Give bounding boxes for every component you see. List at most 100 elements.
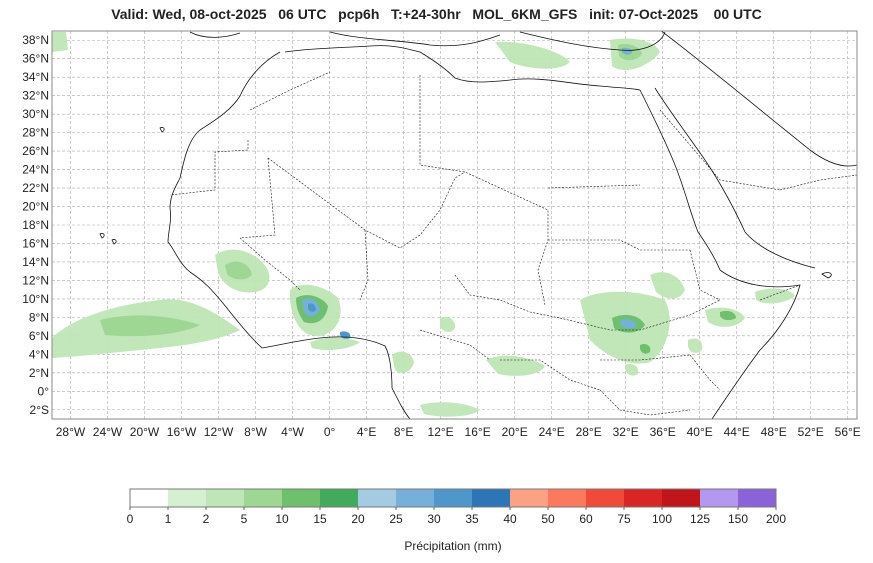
colorbar [129, 488, 777, 508]
lon-tick-label: 24°W [93, 425, 123, 439]
map-frame [51, 30, 858, 420]
lon-tick-label: 4°W [281, 425, 304, 439]
lon-tick-label: 52°E [798, 425, 824, 439]
lat-tick-label: 28°N [22, 126, 49, 140]
grid-lines [52, 31, 857, 419]
colorbar-tick-label: 20 [351, 512, 365, 526]
lat-tick-label: 12°N [22, 273, 49, 287]
lat-tick-label: 2°S [30, 403, 49, 417]
title-model: MOL_6KM_GFS [472, 6, 578, 22]
title-init: init: 07-Oct-2025 [589, 6, 698, 22]
lon-tick-label: 20°E [502, 425, 528, 439]
lat-tick-label: 20°N [22, 200, 49, 214]
coastlines [99, 31, 857, 419]
colorbar-swatch [662, 489, 701, 507]
precipitation-areas [52, 32, 795, 417]
colorbar-ticks: 0 1 2 5 10 15 20 25 30 35 40 50 60 75 100 125 150 200 [127, 507, 786, 526]
colorbar-swatch [434, 489, 473, 507]
colorbar-swatch [244, 489, 283, 507]
colorbar-swatch [700, 489, 739, 507]
lat-tick-label: 30°N [22, 107, 49, 121]
colorbar-tick-label: 125 [690, 512, 710, 526]
lon-tick-label: 32°E [613, 425, 639, 439]
colorbar-swatch [548, 489, 587, 507]
precipitation-cores [100, 44, 736, 354]
lon-tick-label: 16°W [167, 425, 197, 439]
lat-tick-label: 32°N [22, 89, 49, 103]
title-init-hour: 00 UTC [713, 6, 762, 22]
lat-tick-label: 34°N [22, 70, 49, 84]
colorbar-swatch [130, 489, 169, 507]
lat-tick-label: 8°N [29, 310, 49, 324]
lat-tick-label: 38°N [22, 33, 49, 47]
lon-tick-label: 28°E [576, 425, 602, 439]
colorbar-swatch [206, 489, 245, 507]
lon-tick-label: 16°E [465, 425, 491, 439]
lat-tick-label: 16°N [22, 236, 49, 250]
lat-tick-label: 10°N [22, 292, 49, 306]
colorbar-swatch [586, 489, 625, 507]
lon-tick-label: 40°E [687, 425, 713, 439]
chart-title: Valid: Wed, 08-oct-2025 06 UTC pcp6h T:+… [0, 6, 873, 22]
title-valid: Valid: Wed, 08-oct-2025 [111, 6, 267, 22]
title-variable: pcp6h [338, 6, 380, 22]
colorbar-swatch [510, 489, 549, 507]
lat-tick-label: 2°N [29, 366, 49, 380]
lon-tick-label: 4°E [357, 425, 376, 439]
lon-tick-label: 8°W [244, 425, 267, 439]
colorbar-swatch [358, 489, 397, 507]
lat-tick-label: 0° [38, 384, 50, 398]
lon-tick-label: 36°E [650, 425, 676, 439]
colorbar-tick-label: 2 [203, 512, 210, 526]
colorbar-swatch [320, 489, 359, 507]
lat-tick-label: 18°N [22, 218, 49, 232]
lat-tick-label: 26°N [22, 144, 49, 158]
lon-tick-label: 56°E [835, 425, 861, 439]
country-borders [169, 71, 857, 416]
lon-tick-label: 12°W [204, 425, 234, 439]
lon-tick-label: 48°E [761, 425, 787, 439]
colorbar-tick-label: 100 [652, 512, 672, 526]
lon-tick-label: 44°E [724, 425, 750, 439]
colorbar-tick-label: 40 [503, 512, 517, 526]
colorbar-tick-label: 15 [313, 512, 327, 526]
colorbar-frame [129, 488, 777, 508]
lon-tick-label: 8°E [394, 425, 413, 439]
lat-tick-label: 24°N [22, 163, 49, 177]
lat-tick-label: 14°N [22, 255, 49, 269]
colorbar-tick-label: 1 [165, 512, 172, 526]
lat-tick-label: 36°N [22, 52, 49, 66]
lon-tick-label: 24°E [539, 425, 565, 439]
latitude-labels: 38°N 36°N 34°N 32°N 30°N 28°N 26°N 24°N 22°N 20°N… [22, 33, 49, 417]
colorbar-swatch [396, 489, 435, 507]
colorbar-swatch [624, 489, 663, 507]
colorbar-tick-label: 35 [465, 512, 479, 526]
colorbar-tick-label: 200 [766, 512, 786, 526]
lat-tick-label: 4°N [29, 347, 49, 361]
colorbar-tick-label: 25 [389, 512, 403, 526]
colorbar-label: Précipitation (mm) [404, 539, 501, 553]
colorbar-swatch [472, 489, 511, 507]
lon-tick-label: 0° [324, 425, 336, 439]
longitude-labels: 28°W 24°W 20°W 16°W 12°W 8°W 4°W 0° 4°E 8°E 12°E 16… [56, 425, 861, 439]
colorbar-swatch [168, 489, 207, 507]
lat-tick-label: 6°N [29, 329, 49, 343]
lon-tick-label: 28°W [56, 425, 86, 439]
map-contents [52, 31, 857, 419]
colorbar-tick-label: 60 [579, 512, 593, 526]
colorbar-tick-label: 5 [241, 512, 248, 526]
colorbar-swatch [282, 489, 321, 507]
colorbar-tick-label: 150 [728, 512, 748, 526]
colorbar-tick-label: 0 [127, 512, 134, 526]
colorbar-swatch [738, 489, 777, 507]
colorbar-tick-label: 10 [275, 512, 289, 526]
lon-tick-label: 12°E [428, 425, 454, 439]
colorbar-tick-label: 50 [541, 512, 555, 526]
colorbar-tick-label: 75 [617, 512, 631, 526]
lat-tick-label: 22°N [22, 181, 49, 195]
title-hour: 06 UTC [278, 6, 327, 22]
lon-tick-label: 20°W [130, 425, 160, 439]
title-range: T:+24-30hr [391, 6, 461, 22]
colorbar-tick-label: 30 [427, 512, 441, 526]
